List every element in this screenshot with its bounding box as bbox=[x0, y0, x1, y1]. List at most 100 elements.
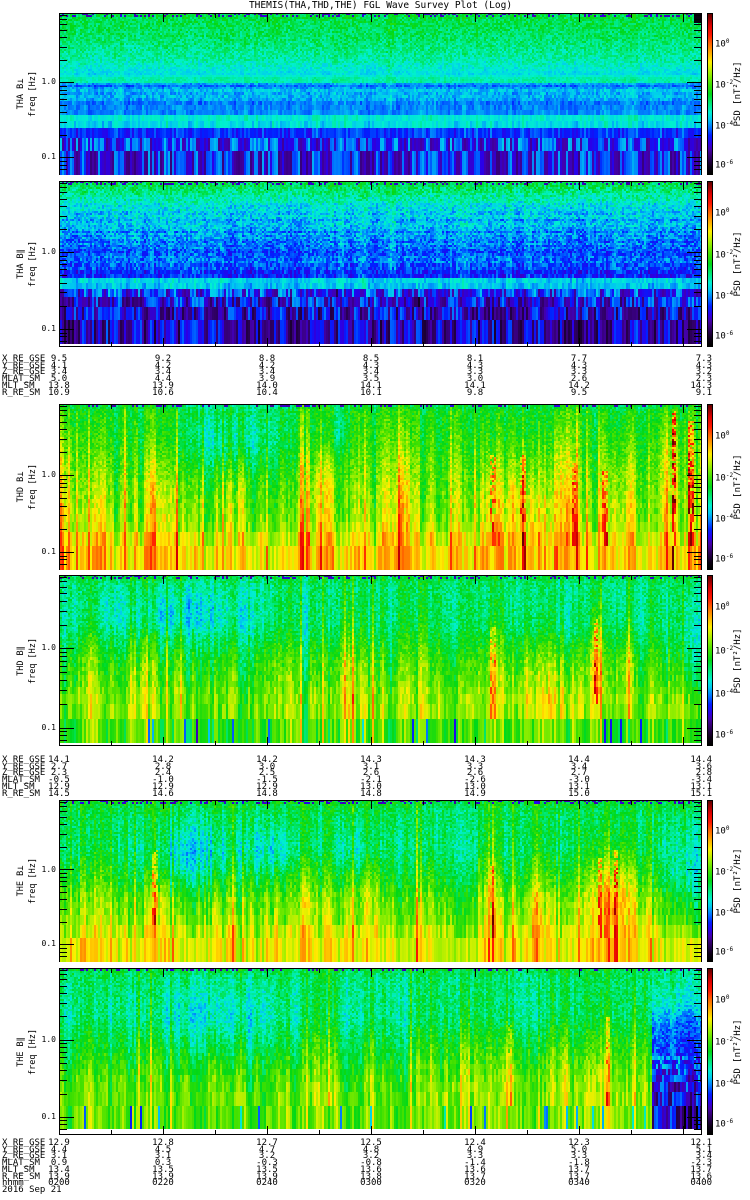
x-major-tick bbox=[163, 182, 164, 190]
y-minor-tick bbox=[60, 974, 67, 975]
y-minor-tick bbox=[60, 452, 67, 453]
ephemeris-value: 12.7 bbox=[256, 1138, 278, 1148]
ephemeris-value: 7.3 bbox=[695, 354, 712, 364]
colorbar-tick-label: 100 bbox=[715, 430, 729, 441]
ephemeris-value: 14.4 bbox=[690, 755, 712, 765]
x-minor-tick bbox=[527, 801, 528, 805]
y-minor-tick bbox=[60, 847, 67, 848]
y-minor-tick bbox=[60, 275, 67, 276]
x-minor-tick bbox=[631, 801, 632, 805]
ephemeris-value: 4.2 bbox=[154, 360, 172, 371]
y-minor-tick bbox=[694, 817, 701, 818]
y-minor-tick bbox=[694, 601, 701, 602]
freq-axis-label: freq [Hz] bbox=[28, 70, 38, 118]
y-minor-tick bbox=[694, 824, 701, 825]
ephemeris-value: 9.1 bbox=[695, 387, 712, 398]
y-minor-tick bbox=[694, 452, 701, 453]
x-minor-tick bbox=[111, 1130, 112, 1134]
y-minor-tick bbox=[694, 577, 701, 578]
y-tick-label: 0.1 bbox=[41, 547, 56, 557]
y-minor-tick bbox=[694, 105, 701, 106]
y-major-tick bbox=[60, 475, 74, 476]
y-major-tick bbox=[687, 82, 701, 83]
x-minor-tick bbox=[111, 741, 112, 745]
colorbar-tick-mantissa: 10 bbox=[715, 867, 726, 878]
psd-axis-label: PSD [nT²/Hz] bbox=[733, 627, 743, 694]
x-major-tick bbox=[683, 338, 684, 346]
ephemeris-value: 3.0 bbox=[258, 761, 276, 772]
y-minor-tick bbox=[694, 666, 701, 667]
ephemeris-row-label: Z_RE_GSE bbox=[2, 367, 46, 378]
y-tick-label: 0.1 bbox=[41, 939, 56, 949]
ephemeris-value: 13.9 bbox=[256, 1171, 278, 1182]
ephemeris-value: 13.1 bbox=[690, 781, 712, 792]
x-major-tick bbox=[579, 338, 580, 346]
ephemeris-value: 0.9 bbox=[50, 1158, 68, 1169]
y-major-tick bbox=[60, 552, 74, 553]
panel-frame-2 bbox=[59, 404, 702, 570]
colorbar-tick-exponent: 0 bbox=[725, 206, 730, 214]
y-minor-tick bbox=[694, 581, 701, 582]
x-major-tick bbox=[267, 405, 268, 413]
ephemeris-value: 13.8 bbox=[48, 380, 70, 391]
x-major-tick bbox=[371, 737, 372, 745]
x-minor-tick bbox=[631, 182, 632, 186]
y-minor-tick bbox=[694, 956, 701, 957]
y-minor-tick bbox=[694, 90, 701, 91]
y-minor-tick bbox=[60, 587, 67, 588]
colorbar-tick-exponent: -4 bbox=[725, 1078, 734, 1086]
ephemeris-value: 4.8 bbox=[362, 1144, 380, 1155]
ephemeris-value: 2.5 bbox=[258, 768, 276, 779]
y-minor-tick bbox=[694, 1070, 701, 1071]
x-minor-tick bbox=[319, 576, 320, 580]
y-major-tick bbox=[60, 728, 74, 729]
y-minor-tick bbox=[60, 952, 67, 953]
y-minor-tick bbox=[60, 529, 67, 530]
y-minor-tick bbox=[60, 556, 67, 557]
freq-axis-label: freq [Hz] bbox=[28, 1028, 38, 1075]
y-minor-tick bbox=[60, 1043, 67, 1044]
y-minor-tick bbox=[694, 99, 701, 100]
y-minor-tick bbox=[60, 60, 67, 61]
y-minor-tick bbox=[60, 498, 67, 499]
y-minor-tick bbox=[694, 15, 701, 16]
y-minor-tick bbox=[694, 336, 701, 337]
ephemeris-value: 15.1 bbox=[690, 788, 712, 799]
y-minor-tick bbox=[694, 206, 701, 207]
y-minor-tick bbox=[60, 625, 67, 626]
ephemeris-row-label: MLAT_SM bbox=[2, 775, 40, 786]
y-minor-tick bbox=[60, 1052, 67, 1053]
ephemeris-value: 13.5 bbox=[152, 1164, 174, 1175]
y-minor-tick bbox=[60, 112, 67, 113]
y-minor-tick bbox=[694, 1003, 701, 1004]
ephemeris-value: 2.6 bbox=[466, 768, 484, 779]
y-tick-label: 1.0 bbox=[41, 247, 56, 257]
colorbar-tick-mantissa: 10 bbox=[715, 250, 726, 261]
x-major-tick bbox=[371, 182, 372, 190]
freq-axis-label: freq [Hz] bbox=[28, 857, 38, 905]
y-major-tick bbox=[687, 552, 701, 553]
x-minor-tick bbox=[319, 1130, 320, 1134]
x-major-tick bbox=[579, 405, 580, 413]
y-minor-tick bbox=[694, 24, 701, 25]
y-minor-tick bbox=[694, 275, 701, 276]
y-minor-tick bbox=[60, 192, 67, 193]
colorbar-tick-mantissa: 10 bbox=[715, 80, 726, 91]
ephemeris-value: 12.9 bbox=[48, 781, 70, 792]
y-minor-tick bbox=[694, 192, 701, 193]
y-minor-tick bbox=[694, 292, 701, 293]
colorbar-tick-mantissa: 10 bbox=[715, 291, 726, 302]
x-minor-tick bbox=[111, 969, 112, 973]
y-minor-tick bbox=[694, 690, 701, 691]
y-minor-tick bbox=[694, 556, 701, 557]
colorbar-tick-label: 10-2 bbox=[715, 645, 733, 656]
x-major-tick bbox=[267, 182, 268, 190]
ephemeris-value: 4.4 bbox=[50, 1144, 68, 1155]
x-major-tick bbox=[475, 576, 476, 584]
ephemeris-value: 10.9 bbox=[48, 387, 70, 398]
ephemeris-value: 4.3 bbox=[466, 360, 484, 371]
y-minor-tick bbox=[60, 122, 67, 123]
colorbar-5 bbox=[707, 968, 713, 1135]
y-minor-tick bbox=[694, 1129, 701, 1130]
y-minor-tick bbox=[60, 1080, 67, 1081]
